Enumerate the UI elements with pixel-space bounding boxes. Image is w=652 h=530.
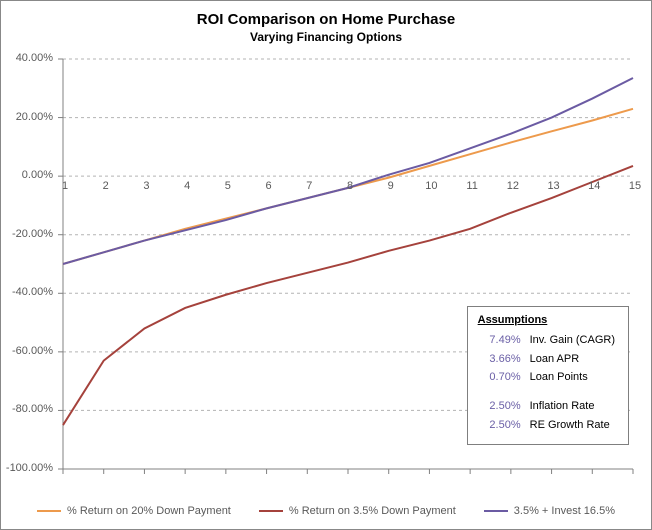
x-axis-label: 1 (55, 180, 75, 192)
assumption-value: 0.70% (480, 369, 527, 386)
y-axis-label: 20.00% (16, 111, 53, 123)
y-axis-label: -40.00% (12, 286, 53, 298)
x-axis-label: 14 (584, 180, 604, 192)
x-axis-label: 9 (381, 180, 401, 192)
x-axis-label: 7 (299, 180, 319, 192)
legend-swatch (484, 510, 508, 512)
legend-label: % Return on 3.5% Down Payment (289, 505, 456, 517)
assumption-value: 7.49% (480, 332, 527, 349)
x-axis-label: 11 (462, 180, 482, 192)
x-axis-label: 2 (96, 180, 116, 192)
y-axis-label: -60.00% (12, 345, 53, 357)
legend-item: 3.5% + Invest 16.5% (484, 505, 615, 517)
assumption-value: 2.50% (480, 417, 527, 434)
x-axis-label: 6 (259, 180, 279, 192)
legend-label: 3.5% + Invest 16.5% (514, 505, 615, 517)
assumption-label: Loan APR (529, 351, 616, 368)
assumption-label: Inflation Rate (529, 398, 616, 415)
chart-subtitle: Varying Financing Options (1, 30, 651, 44)
y-axis-label: 40.00% (16, 52, 53, 64)
x-axis-label: 3 (136, 180, 156, 192)
x-axis-label: 8 (340, 180, 360, 192)
x-axis-label: 15 (625, 180, 645, 192)
x-axis-label: 12 (503, 180, 523, 192)
x-axis-label: 10 (421, 180, 441, 192)
x-axis-label: 4 (177, 180, 197, 192)
legend-item: % Return on 20% Down Payment (37, 505, 231, 517)
assumption-label: Loan Points (529, 369, 616, 386)
legend-item: % Return on 3.5% Down Payment (259, 505, 456, 517)
x-axis-label: 5 (218, 180, 238, 192)
assumption-value: 2.50% (480, 398, 527, 415)
y-axis-label: -80.00% (12, 403, 53, 415)
assumption-label: RE Growth Rate (529, 417, 616, 434)
chart-title: ROI Comparison on Home Purchase (1, 11, 651, 28)
y-axis-label: 0.00% (22, 169, 53, 181)
x-axis-label: 13 (544, 180, 564, 192)
assumption-value: 3.66% (480, 351, 527, 368)
assumption-label: Inv. Gain (CAGR) (529, 332, 616, 349)
assumptions-table: 7.49%Inv. Gain (CAGR) 3.66%Loan APR 0.70… (478, 330, 618, 436)
chart-container: ROI Comparison on Home Purchase Varying … (0, 0, 652, 530)
legend-swatch (259, 510, 283, 512)
assumptions-header: Assumptions (478, 313, 618, 328)
y-axis-label: -20.00% (12, 228, 53, 240)
legend-label: % Return on 20% Down Payment (67, 505, 231, 517)
legend-swatch (37, 510, 61, 512)
assumptions-box: Assumptions 7.49%Inv. Gain (CAGR) 3.66%L… (467, 306, 629, 445)
legend: % Return on 20% Down Payment % Return on … (1, 505, 651, 517)
y-axis-label: -100.00% (6, 462, 53, 474)
